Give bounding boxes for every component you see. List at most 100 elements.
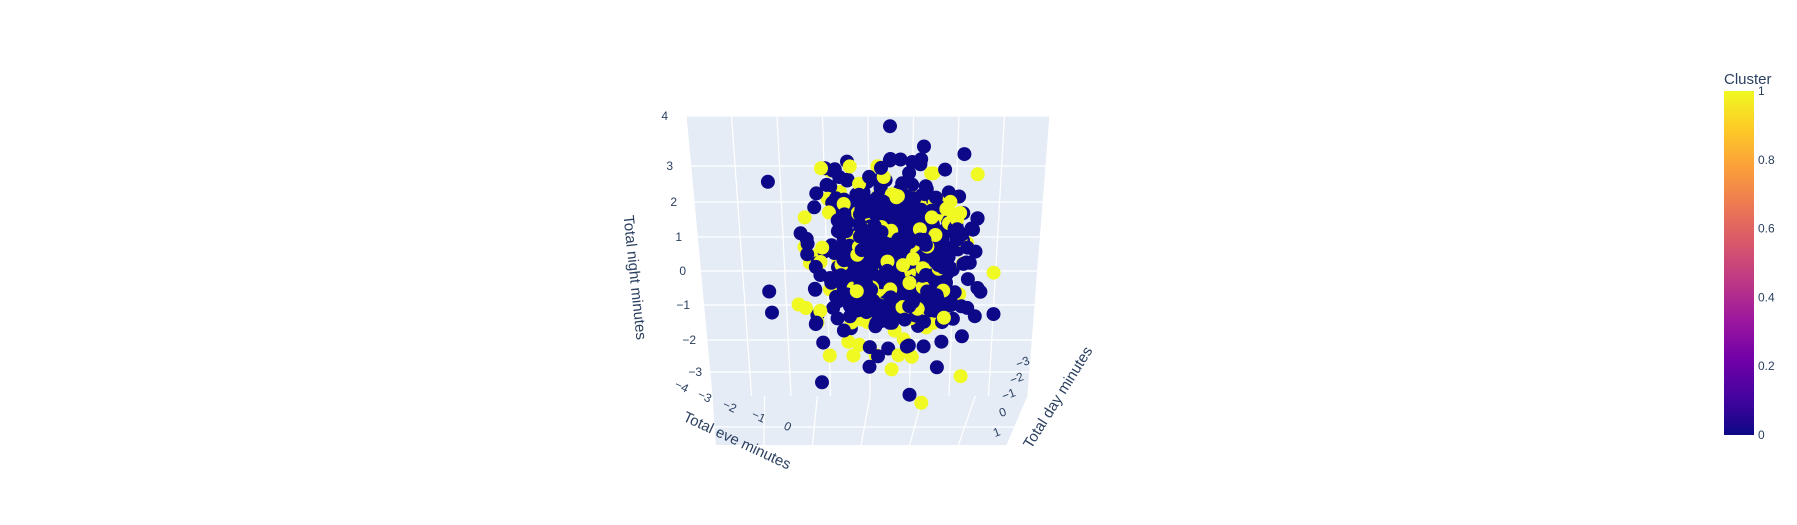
x-axis-ticks: −4−3−2−10 xyxy=(673,377,794,434)
data-point-cluster-0 xyxy=(862,169,877,184)
data-point-cluster-0 xyxy=(917,139,931,154)
data-point-cluster-0 xyxy=(799,231,814,246)
data-point-cluster-0 xyxy=(762,284,777,299)
data-point-cluster-0 xyxy=(917,232,932,247)
colorbar-tick-label: 0 xyxy=(1758,428,1765,442)
data-point-cluster-1 xyxy=(891,348,906,363)
colorbar[interactable]: Cluster 0 0.2 0.4 0.6 0.8 1 xyxy=(1724,71,1775,442)
data-point-cluster-0 xyxy=(880,263,895,278)
data-point-cluster-0 xyxy=(883,119,897,134)
data-point-cluster-0 xyxy=(918,250,933,265)
data-point-cluster-0 xyxy=(921,284,935,299)
y-tick-label: 1 xyxy=(991,424,1002,440)
data-point-cluster-0 xyxy=(905,155,920,169)
colorbar-tick-label: 0.4 xyxy=(1758,290,1775,304)
colorbar-title: Cluster xyxy=(1724,71,1772,88)
data-point-cluster-1 xyxy=(842,159,857,174)
grid-line xyxy=(957,395,976,445)
data-point-cluster-0 xyxy=(843,309,857,324)
data-point-cluster-1 xyxy=(890,189,905,204)
data-point-cluster-0 xyxy=(883,152,898,166)
data-point-cluster-1 xyxy=(791,297,806,312)
data-point-cluster-0 xyxy=(869,206,884,221)
data-point-cluster-1 xyxy=(939,201,954,216)
y-tick-label: −1 xyxy=(1000,385,1018,403)
data-point-cluster-0 xyxy=(809,315,824,330)
data-point-cluster-0 xyxy=(868,319,883,334)
data-point-cluster-0 xyxy=(874,160,888,175)
data-point-cluster-1 xyxy=(970,167,985,182)
data-point-cluster-1 xyxy=(924,210,939,225)
data-point-cluster-0 xyxy=(973,284,988,299)
z-tick-label: 0 xyxy=(679,264,686,278)
data-point-cluster-0 xyxy=(827,246,842,261)
grid-line xyxy=(711,395,716,445)
data-point-cluster-1 xyxy=(841,334,856,349)
data-point-cluster-0 xyxy=(897,312,912,327)
scatter-points xyxy=(760,119,1001,410)
grid-line xyxy=(685,115,713,397)
data-point-cluster-1 xyxy=(852,337,867,352)
data-point-cluster-1 xyxy=(852,176,867,191)
data-point-cluster-0 xyxy=(824,275,839,290)
z-tick-label: −1 xyxy=(676,298,690,312)
grid-line xyxy=(776,115,792,397)
scene-3d[interactable] xyxy=(685,115,1051,520)
grid-lines xyxy=(685,115,1051,445)
data-point-cluster-0 xyxy=(807,281,822,296)
colorbar-gradient xyxy=(1724,91,1754,435)
data-point-cluster-0 xyxy=(864,282,879,297)
data-point-cluster-0 xyxy=(899,339,914,354)
data-point-cluster-0 xyxy=(957,147,972,162)
data-point-cluster-0 xyxy=(867,218,882,233)
data-point-cluster-0 xyxy=(916,339,931,354)
colorbar-tick-label: 1 xyxy=(1758,84,1765,98)
data-point-cluster-0 xyxy=(836,323,851,338)
data-point-cluster-0 xyxy=(830,311,845,326)
data-point-cluster-1 xyxy=(836,197,851,211)
grid-line xyxy=(1027,115,1051,397)
data-point-cluster-0 xyxy=(893,152,908,167)
data-point-cluster-1 xyxy=(797,210,812,225)
grid-line xyxy=(909,395,924,445)
grid-line xyxy=(987,115,1006,397)
data-point-cluster-0 xyxy=(862,359,877,374)
y-tick-label: −3 xyxy=(1014,353,1032,371)
data-point-cluster-1 xyxy=(884,362,899,377)
colorbar-ticks: 0 0.2 0.4 0.6 0.8 1 xyxy=(1758,84,1775,442)
data-point-cluster-0 xyxy=(862,340,877,355)
data-point-cluster-0 xyxy=(881,341,896,356)
data-point-cluster-1 xyxy=(896,258,910,273)
data-point-cluster-1 xyxy=(936,310,951,325)
data-point-cluster-0 xyxy=(864,253,879,268)
data-point-cluster-0 xyxy=(809,186,824,201)
data-point-cluster-0 xyxy=(842,299,857,313)
data-point-cluster-1 xyxy=(926,166,941,181)
data-point-cluster-0 xyxy=(760,174,775,189)
data-point-cluster-1 xyxy=(813,303,828,318)
x-tick-label: −2 xyxy=(721,397,740,416)
grid-line xyxy=(763,395,766,445)
data-point-cluster-1 xyxy=(814,161,828,176)
y-axis-ticks: −3−2−10 1 xyxy=(991,353,1032,440)
data-point-cluster-0 xyxy=(902,166,917,180)
data-point-cluster-0 xyxy=(968,244,983,259)
data-point-cluster-0 xyxy=(918,268,933,282)
data-point-cluster-0 xyxy=(907,191,922,206)
data-point-cluster-0 xyxy=(954,329,969,344)
data-point-cluster-0 xyxy=(939,298,954,313)
data-point-cluster-0 xyxy=(834,268,848,283)
data-point-cluster-0 xyxy=(928,190,943,205)
data-point-cluster-0 xyxy=(765,305,779,320)
data-point-cluster-0 xyxy=(832,170,847,184)
data-point-cluster-1 xyxy=(849,284,864,299)
data-point-cluster-1 xyxy=(912,222,927,237)
data-point-cluster-0 xyxy=(853,229,867,244)
data-point-cluster-0 xyxy=(947,285,962,300)
grid-line xyxy=(860,395,871,445)
x-tick-label: −1 xyxy=(750,407,769,426)
data-point-cluster-0 xyxy=(876,300,891,315)
floor-plane xyxy=(712,396,1028,445)
x-tick-label: −4 xyxy=(673,377,692,396)
